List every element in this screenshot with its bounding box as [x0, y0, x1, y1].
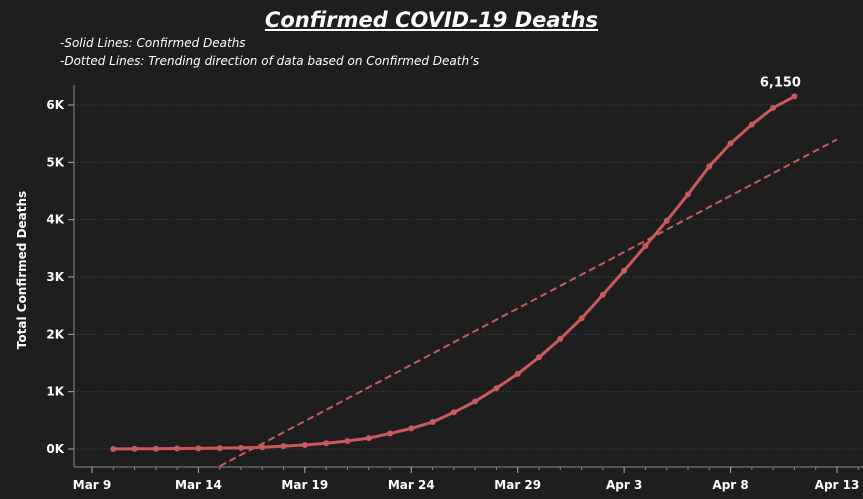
data-point: [344, 437, 351, 444]
data-point: [578, 315, 585, 322]
legend-note-solid: -Solid Lines: Confirmed Deaths: [60, 36, 246, 50]
data-point: [429, 419, 436, 426]
y-axis-title: Total Confirmed Deaths: [15, 191, 29, 349]
y-tick-label: 2K: [46, 327, 64, 341]
data-point: [323, 440, 330, 447]
data-point: [663, 217, 670, 224]
x-tick-label: Apr 13: [815, 478, 860, 492]
data-point: [174, 445, 181, 452]
data-point: [472, 398, 479, 405]
data-point: [599, 291, 606, 298]
y-tick-label: 6K: [46, 98, 64, 112]
data-point: [259, 444, 266, 451]
data-point: [770, 104, 777, 111]
x-tick-label: Mar 14: [175, 478, 222, 492]
data-point: [450, 409, 457, 416]
data-point: [557, 335, 564, 342]
x-tick-label: Mar 9: [73, 478, 111, 492]
data-point: [685, 191, 691, 198]
data-point: [301, 441, 308, 448]
x-tick-label: Mar 29: [494, 478, 541, 492]
legend-note-dotted: -Dotted Lines: Trending direction of dat…: [60, 54, 480, 68]
chart-title: Confirmed COVID-19 Deaths: [264, 8, 599, 32]
data-point: [110, 445, 117, 452]
deaths-line: [113, 95, 796, 451]
data-point: [387, 430, 393, 437]
data-point: [706, 163, 713, 170]
data-point: [408, 425, 415, 432]
data-point: [216, 445, 223, 452]
data-point: [536, 354, 542, 361]
data-point: [280, 443, 287, 450]
y-tick-label: 4K: [46, 213, 64, 227]
y-tick-label: 5K: [46, 155, 64, 169]
data-label: 6,150: [760, 75, 801, 90]
data-point: [727, 140, 734, 147]
data-point: [791, 93, 798, 100]
data-point: [365, 435, 372, 442]
x-tick-label: Apr 3: [606, 478, 642, 492]
x-tick-label: Mar 19: [281, 478, 328, 492]
data-point: [642, 243, 649, 250]
data-point: [514, 370, 521, 377]
x-tick-label: Apr 8: [712, 478, 748, 492]
data-point: [748, 121, 755, 128]
y-tick-label: 1K: [46, 385, 64, 399]
data-point: [195, 445, 202, 452]
data-point: [152, 445, 159, 452]
data-point: [621, 267, 628, 274]
data-point: [238, 444, 244, 451]
y-tick-label: 3K: [46, 270, 64, 284]
trend-line: [219, 138, 838, 467]
y-tick-label: 0K: [46, 442, 64, 456]
data-point: [493, 385, 500, 392]
data-point: [131, 445, 138, 452]
x-tick-label: Mar 24: [388, 478, 435, 492]
